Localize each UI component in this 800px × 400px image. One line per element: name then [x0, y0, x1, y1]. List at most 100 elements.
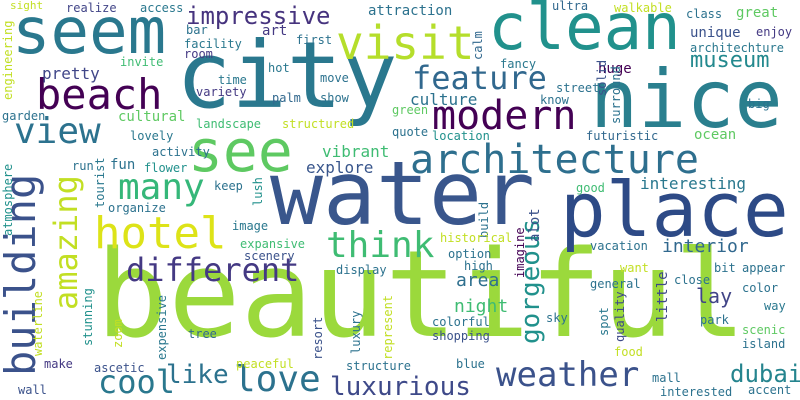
word-solid: solid: [595, 59, 609, 96]
word-blue: blue: [456, 357, 485, 371]
word-first: first: [296, 33, 333, 47]
word-realize: realize: [66, 1, 117, 15]
word-stunning: stunning: [81, 288, 95, 346]
word-scenery: scenery: [244, 249, 295, 263]
word-pretty: pretty: [42, 64, 100, 83]
word-know: know: [540, 93, 569, 107]
word-ultra: ultra: [552, 0, 589, 13]
word-cool: cool: [98, 363, 176, 400]
word-ascetic: ascetic: [94, 361, 145, 375]
word-sight: sight: [10, 0, 44, 12]
word-general: general: [590, 277, 641, 291]
word-architechture: architechture: [690, 41, 784, 55]
word-image: image: [232, 219, 269, 233]
word-modern: modern: [432, 93, 577, 139]
word-lush: lush: [251, 177, 265, 206]
word-cultural: cultural: [118, 109, 186, 125]
word-different: different: [126, 251, 300, 289]
word-landscape: landscape: [196, 117, 262, 131]
word-palm: palm: [272, 91, 301, 105]
word-bar: bar: [186, 23, 208, 37]
word-variety: variety: [196, 85, 247, 99]
word-water: water: [270, 142, 535, 245]
word-calm: calm: [471, 31, 485, 60]
word-wall: wall: [18, 383, 47, 397]
word-mall: mall: [652, 371, 681, 385]
word-shopping: shopping: [432, 329, 490, 343]
word-historical: historical: [440, 231, 513, 245]
word-organize: organize: [108, 201, 166, 215]
word-expensive: expensive: [155, 294, 169, 360]
word-class: class: [686, 7, 723, 21]
word-city: city: [176, 22, 398, 129]
word-quality: quality: [613, 291, 627, 342]
word-scenic: scenic: [742, 323, 786, 337]
word-beautiful: beautiful: [96, 226, 747, 365]
word-dubai: dubai: [730, 360, 800, 388]
word-night: night: [454, 296, 509, 317]
word-weather: weather: [496, 355, 640, 395]
word-flower: flower: [144, 161, 188, 175]
word-activity: activity: [152, 145, 210, 159]
word-ocean: ocean: [694, 127, 737, 143]
word-engineering: engineering: [1, 20, 15, 100]
word-lay: lay: [696, 284, 733, 308]
word-display: display: [336, 263, 387, 277]
word-area: area: [456, 270, 500, 291]
word-high: high: [464, 259, 493, 273]
word-hotel: hotel: [94, 208, 227, 259]
word-unique: unique: [690, 25, 741, 41]
word-view: view: [14, 111, 101, 152]
word-time: time: [218, 73, 247, 87]
word-great: great: [736, 5, 779, 21]
word-interior: interior: [662, 236, 749, 257]
word-facility: facility: [184, 37, 242, 51]
word-peaceful: peaceful: [236, 357, 294, 371]
word-imagine: imagine: [513, 227, 527, 278]
word-little: little: [655, 271, 671, 322]
word-want: want: [620, 261, 649, 275]
word-structure: structure: [346, 359, 412, 373]
word-love: love: [234, 359, 321, 400]
word-color: color: [742, 281, 779, 295]
word-many: many: [118, 167, 205, 208]
word-place: place: [560, 165, 789, 254]
word-expansive: expansive: [240, 237, 306, 251]
word-tourist: tourist: [93, 157, 107, 208]
word-interesting: interesting: [640, 174, 746, 193]
word-impressive: impressive: [186, 2, 331, 30]
word-attraction: attraction: [368, 3, 453, 19]
word-colorful: colorful: [432, 315, 490, 329]
word-seem: seem: [12, 0, 167, 69]
word-close: close: [674, 273, 711, 287]
word-enjoy: enjoy: [756, 25, 793, 39]
word-park: park: [700, 313, 729, 327]
word-alot: alot: [527, 208, 543, 242]
word-option: option: [448, 247, 492, 261]
word-food: food: [614, 345, 643, 359]
word-beach: beach: [36, 70, 163, 119]
word-like: like: [166, 360, 229, 390]
word-luxury: luxury: [349, 310, 363, 354]
word-huge: huge: [598, 61, 632, 77]
word-lovely: lovely: [130, 129, 174, 143]
word-structured: structured: [282, 117, 355, 131]
word-show: show: [320, 91, 349, 105]
word-vibrant: vibrant: [322, 142, 390, 161]
word-island: island: [742, 337, 786, 351]
word-futuristic: futuristic: [586, 129, 659, 143]
word-run: run: [72, 159, 94, 173]
word-bit: bit: [714, 261, 736, 275]
word-culture: culture: [410, 90, 478, 109]
word-zoom: zoom: [111, 319, 125, 348]
word-architecture: architecture: [410, 137, 699, 183]
word-luxurious: luxurious: [330, 372, 471, 400]
word-represent: represent: [381, 294, 395, 360]
word-make: make: [44, 357, 73, 371]
word-accent: accent: [748, 383, 792, 397]
word-walkable: walkable: [614, 1, 672, 15]
word-room: room: [184, 47, 213, 61]
word-sky: sky: [546, 311, 568, 325]
word-atmosphere: atmosphere: [1, 163, 15, 236]
